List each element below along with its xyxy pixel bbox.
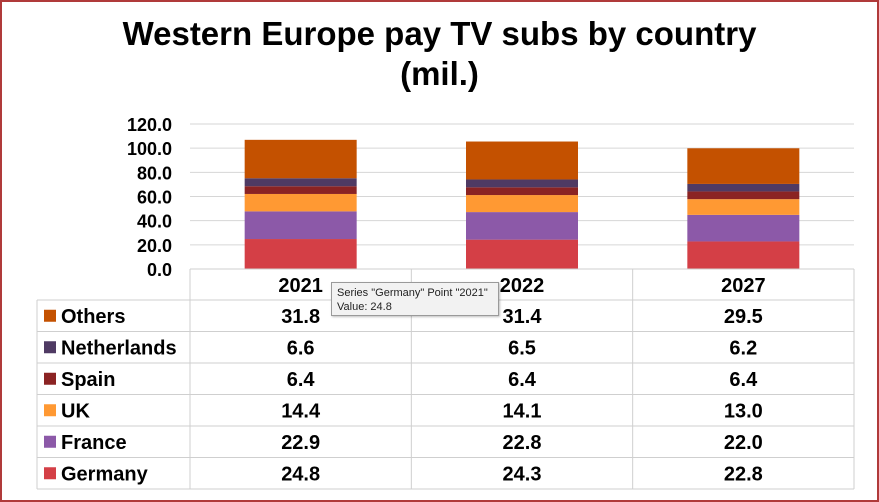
bar-segment-germany-2027 [687,241,800,269]
y-tick-label: 60.0 [137,188,172,208]
legend-label-others: Others [61,306,125,328]
data-point-tooltip: Series "Germany" Point "2021" Value: 24.… [331,282,499,316]
bar-segment-spain-2022 [466,187,578,196]
category-label-2022: 2022 [500,275,545,297]
legend-label-spain: Spain [61,369,115,391]
bar-segment-spain-2027 [687,191,800,200]
legend-key-others [44,309,56,322]
bar-segment-netherlands-2027 [687,183,800,192]
legend-label-uk: UK [61,400,90,422]
bar-segment-spain-2021 [244,186,357,194]
bar-segment-france-2022 [466,212,578,240]
tooltip-series-point: Series "Germany" Point "2021" [337,287,488,299]
legend-key-spain [44,372,56,385]
legend-key-france [44,435,56,448]
y-tick-label: 20.0 [137,236,172,256]
category-label-2021: 2021 [278,275,323,297]
data-label-netherlands-2022: 6.5 [508,337,536,359]
data-label-netherlands-2027: 6.2 [729,337,757,359]
data-label-france-2021: 22.9 [281,432,320,454]
legend-key-uk [44,404,56,417]
legend-label-germany: Germany [61,463,149,485]
bar-segment-germany-2021 [244,239,357,269]
data-label-uk-2021: 14.4 [281,400,321,422]
data-label-others-2021: 31.8 [281,306,320,328]
category-label-2027: 2027 [721,275,766,297]
y-tick-label: 100.0 [127,139,172,159]
legend-key-netherlands [44,341,56,354]
data-label-spain-2027: 6.4 [729,369,758,391]
bar-segment-others-2021 [244,139,357,179]
data-label-spain-2021: 6.4 [287,369,316,391]
bar-segment-germany-2022 [466,239,578,269]
data-label-spain-2022: 6.4 [508,369,537,391]
legend-label-france: France [61,432,127,454]
data-label-germany-2021: 24.8 [281,463,320,485]
bar-segment-france-2027 [687,214,800,242]
data-label-uk-2022: 14.1 [503,400,542,422]
legend-label-netherlands: Netherlands [61,337,177,359]
y-tick-label: 40.0 [137,212,172,232]
y-tick-label: 120.0 [127,115,172,135]
bar-segment-others-2027 [687,148,800,184]
chart-title: Western Europe pay TV subs by country (m… [0,14,879,94]
bar-segment-netherlands-2021 [244,178,357,187]
y-tick-label: 80.0 [137,163,172,183]
y-tick-label: 0.0 [147,260,172,280]
legend-key-germany [44,467,56,480]
chart-title-line-2: (mil.) [400,55,479,92]
data-label-germany-2027: 22.8 [724,463,763,485]
data-label-germany-2022: 24.3 [503,463,542,485]
data-label-netherlands-2021: 6.6 [287,337,315,359]
bar-segment-france-2021 [244,211,357,240]
bar-segment-uk-2022 [466,195,578,213]
bar-segment-netherlands-2022 [466,179,578,188]
tooltip-value: Value: 24.8 [337,301,392,313]
data-label-uk-2027: 13.0 [724,400,763,422]
data-label-france-2027: 22.0 [724,432,763,454]
data-label-others-2022: 31.4 [503,306,543,328]
data-label-france-2022: 22.8 [503,432,542,454]
bar-segment-others-2022 [466,141,578,180]
chart-title-line-1: Western Europe pay TV subs by country [122,15,757,52]
bar-segment-uk-2021 [244,193,357,212]
data-label-others-2027: 29.5 [724,306,763,328]
bar-segment-uk-2027 [687,199,800,215]
